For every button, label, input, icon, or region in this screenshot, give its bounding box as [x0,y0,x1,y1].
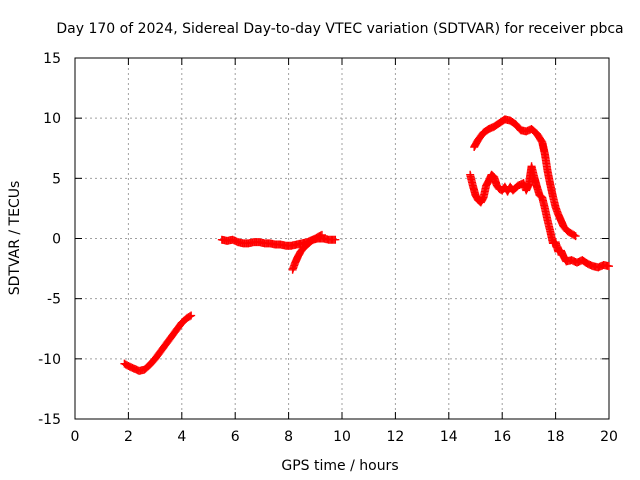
y-tick-labels: -15 -10 -5 0 5 10 15 [38,51,61,428]
series-arc-3 [288,230,326,274]
grid-lines [75,58,609,419]
x-tick-labels: 0 2 4 6 8 10 12 14 16 18 20 [71,429,618,445]
x-tick-label: 6 [231,429,240,445]
x-tick-label: 10 [333,429,351,445]
y-tick-label: 10 [43,111,61,127]
x-tick-label: 18 [547,429,565,445]
x-tick-label: 12 [386,429,404,445]
data-marker [185,312,194,321]
series-arc-5 [466,162,613,272]
data-markers [120,115,613,375]
data-marker [570,231,579,240]
x-axis-label: GPS time / hours [281,458,398,474]
data-marker [571,232,580,241]
y-tick-label: 0 [52,232,61,248]
data-marker [331,235,340,244]
y-tick-label: 5 [52,171,61,187]
y-tick-label: -10 [38,352,61,368]
y-tick-label: -15 [38,412,61,428]
x-tick-label: 0 [71,429,80,445]
series-arc-1 [120,311,196,375]
x-tick-label: 20 [600,429,618,445]
x-tick-label: 8 [284,429,293,445]
x-tick-label: 14 [440,429,458,445]
y-tick-label: 15 [43,51,61,67]
y-tick-label: -5 [47,292,61,308]
chart-title: Day 170 of 2024, Sidereal Day-to-day VTE… [56,21,623,37]
x-tick-label: 16 [493,429,511,445]
data-marker [605,262,613,271]
data-marker [187,311,196,320]
data-marker [317,230,326,239]
x-tick-label: 2 [124,429,133,445]
x-tick-label: 4 [177,429,186,445]
axis-ticks [74,57,610,420]
y-axis-label: SDTVAR / TECUs [7,181,23,296]
series-arc-4 [470,115,580,241]
